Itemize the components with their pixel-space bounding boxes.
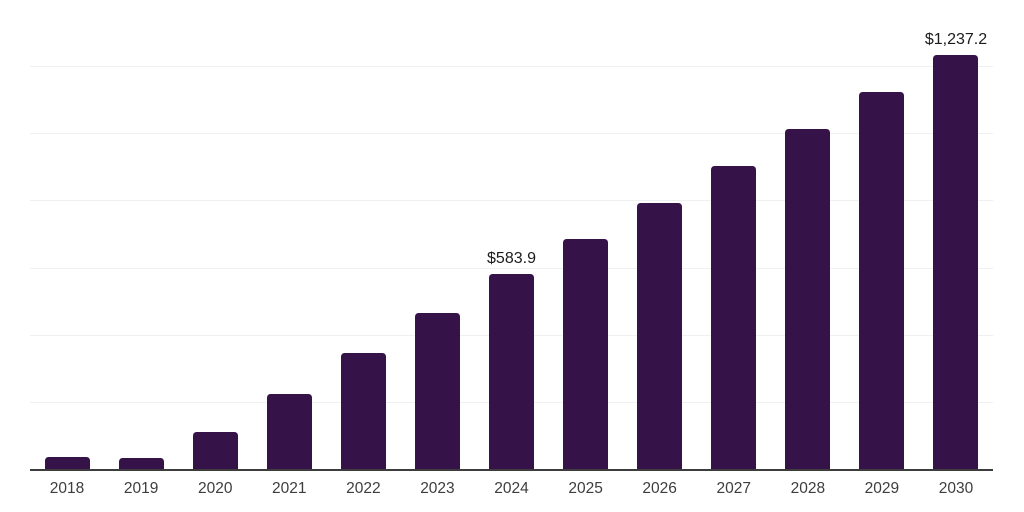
x-tick-label-2026: 2026 xyxy=(642,480,677,497)
bar-slot-2018 xyxy=(30,0,104,470)
bar-slot-2027 xyxy=(697,0,771,470)
x-axis-labels: 2018 2019 2020 2021 2022 2023 2024 2025 2026 2027… xyxy=(30,478,993,500)
bar-2027 xyxy=(711,165,757,470)
bars-row: $583.9 $1,237.2 xyxy=(30,0,993,470)
bar-value-label-2030: $1,237.2 xyxy=(924,30,988,48)
bar-2021 xyxy=(266,394,312,470)
bar-2029 xyxy=(859,92,905,470)
bar-2026 xyxy=(637,202,683,470)
x-tick-label-2023: 2023 xyxy=(420,480,455,497)
x-tick-label-2018: 2018 xyxy=(49,480,85,497)
x-tick-label-2028: 2028 xyxy=(790,480,826,497)
x-tick-label-2025: 2025 xyxy=(568,480,603,497)
bar-value-label-2024: $583.9 xyxy=(487,249,536,267)
bar-slot-2030: $1,237.2 xyxy=(919,0,993,470)
bar-slot-2026 xyxy=(623,0,697,470)
x-tick-label-2027: 2027 xyxy=(716,480,751,497)
bar-2024 xyxy=(489,273,534,470)
x-tick-label-2024: 2024 xyxy=(494,480,529,497)
bar-2028 xyxy=(785,128,831,470)
bar-slot-2019 xyxy=(104,0,178,470)
bar-slot-2028 xyxy=(771,0,845,470)
bar-slot-2020 xyxy=(178,0,252,470)
bar-slot-2025 xyxy=(549,0,623,470)
bar-2020 xyxy=(192,431,238,470)
bar-slot-2029 xyxy=(845,0,919,470)
x-tick-label-2022: 2022 xyxy=(346,480,381,497)
x-tick-label-2030: 2030 xyxy=(938,480,974,497)
plot-area: $583.9 $1,237.2 xyxy=(30,0,993,471)
bar-2022 xyxy=(340,353,386,470)
x-tick-label-2019: 2019 xyxy=(123,480,159,497)
x-tick-label-2021: 2021 xyxy=(272,480,307,497)
x-axis-line xyxy=(30,469,993,471)
bar-slot-2024: $583.9 xyxy=(474,0,548,470)
bar-slot-2023 xyxy=(400,0,474,470)
bar-2019 xyxy=(118,457,164,470)
bar-slot-2021 xyxy=(252,0,326,470)
bar-2030 xyxy=(933,54,979,470)
bar-2018 xyxy=(44,456,90,470)
bar-slot-2022 xyxy=(326,0,400,470)
bar-2025 xyxy=(563,238,609,470)
x-tick-label-2020: 2020 xyxy=(197,480,233,497)
x-tick-label-2029: 2029 xyxy=(864,480,900,497)
bar-2023 xyxy=(414,312,460,470)
